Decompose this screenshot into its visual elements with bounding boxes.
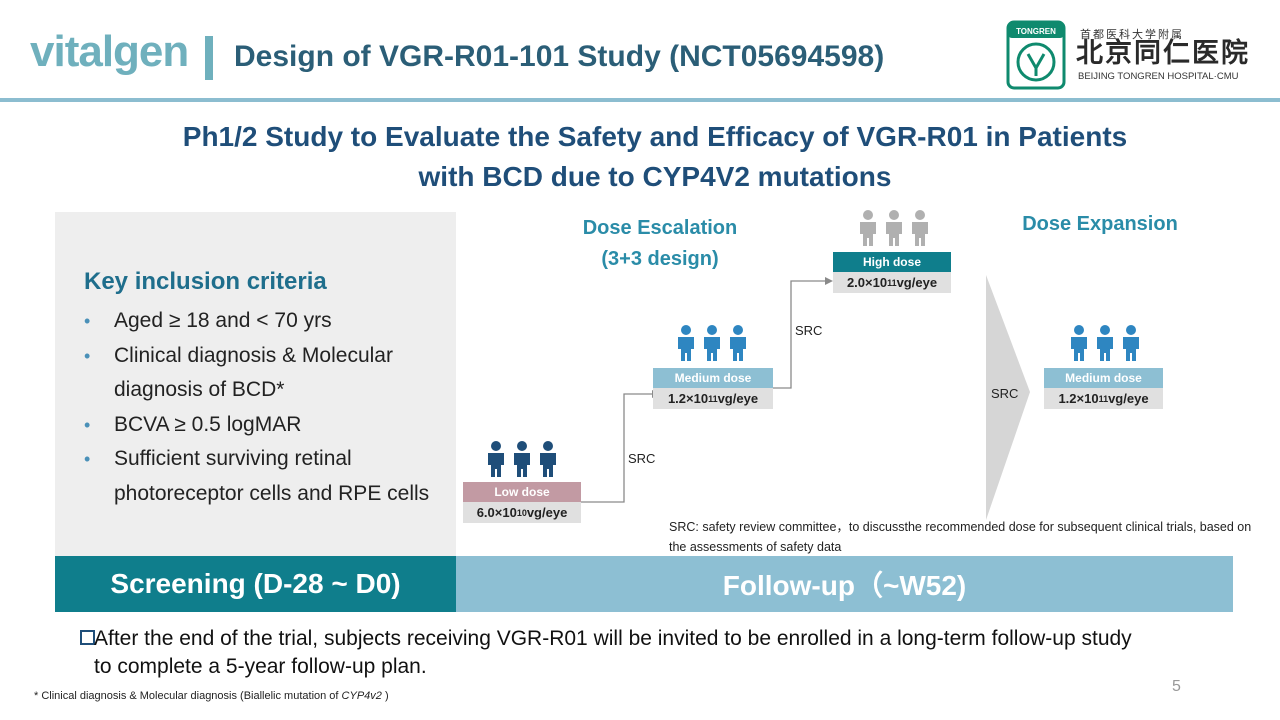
- person-icon: [1123, 325, 1139, 361]
- person-icon: [730, 325, 746, 361]
- header-divider: [0, 98, 1280, 102]
- dose-expansion-heading: Dose Expansion: [1022, 213, 1178, 235]
- low-dose-cohort: [485, 441, 559, 477]
- person-icon: [860, 210, 876, 246]
- person-icon: [540, 441, 556, 477]
- bullet-icon: •: [84, 311, 91, 331]
- footnote: * Clinical diagnosis & Molecular diagnos…: [34, 690, 389, 702]
- footnote-suffix: ): [381, 690, 389, 702]
- person-icon: [912, 210, 928, 246]
- bullet-icon: •: [84, 414, 91, 435]
- person-icon: [514, 441, 530, 477]
- arrow-head-icon: [825, 277, 833, 285]
- bullet-icon: •: [84, 449, 91, 469]
- connector-low-to-medium: [581, 393, 652, 503]
- list-item: • Sufficient surviving retinal photorecep…: [84, 442, 449, 511]
- src-label: SRC: [795, 323, 823, 338]
- criteria-text: Clinical diagnosis & Molecular diagnosis…: [114, 343, 393, 402]
- dose-escalation-heading: Dose Escalation (3+3 design): [560, 213, 760, 275]
- hospital-emblem-icon: TONGREN: [1006, 20, 1066, 90]
- subtitle-line-1: Ph1/2 Study to Evaluate the Safety and E…: [182, 121, 1128, 152]
- hospital-name-en: BEIJING TONGREN HOSPITAL·CMU: [1078, 71, 1239, 82]
- person-icon: [1097, 325, 1113, 361]
- medium-dose-cohort: [675, 325, 749, 361]
- hospital-affiliation: 首都医科大学附属: [1080, 29, 1184, 41]
- person-icon: [704, 325, 720, 361]
- hospital-name-cn: 北京同仁医院: [1076, 38, 1250, 68]
- src-label: SRC: [991, 386, 1019, 401]
- slide-title: Design of VGR-R01-101 Study (NCT05694598…: [234, 40, 885, 73]
- dose-value: 1.2×10 11 vg/eye: [1044, 388, 1163, 409]
- criteria-panel: [55, 212, 456, 557]
- footnote-gene: CYP4v2: [341, 690, 382, 702]
- expansion-chevron: [986, 275, 1030, 520]
- criteria-text: Sufficient surviving retinal photorecept…: [114, 447, 430, 505]
- footnote-text: * Clinical diagnosis & Molecular diagnos…: [34, 690, 342, 702]
- person-icon: [488, 441, 504, 477]
- person-icon: [678, 325, 694, 361]
- long-term-followup-note: After the end of the trial, subjects rec…: [94, 627, 1132, 678]
- subtitle-line-2: with BCD due to CYP4V2 mutations: [418, 161, 892, 192]
- dose-label: Low dose: [463, 482, 581, 502]
- dose-value: 6.0×10 10 vg/eye: [463, 502, 581, 523]
- high-dose-cohort: [857, 210, 931, 246]
- list-item: • Aged ≥ 18 and < 70 yrs: [84, 304, 449, 339]
- list-item: • BCVA ≥ 0.5 logMAR: [84, 408, 449, 443]
- escalation-design: (3+3 design): [601, 248, 719, 270]
- study-subtitle: Ph1/2 Study to Evaluate the Safety and E…: [40, 117, 1270, 197]
- followup-band: Follow-up（~W52): [456, 556, 1233, 612]
- criteria-text: Aged ≥ 18 and < 70 yrs: [114, 309, 332, 332]
- square-bullet-icon: [80, 630, 95, 645]
- src-definition-note: SRC: safety review committee，to discusst…: [669, 520, 1252, 554]
- expansion-cohort: [1068, 325, 1142, 361]
- dose-value: 2.0×10 11 vg/eye: [833, 272, 951, 293]
- high-dose-box: High dose 2.0×10 11 vg/eye: [833, 252, 951, 293]
- dose-label: Medium dose: [653, 368, 773, 388]
- hospital-emblem-text: TONGREN: [1016, 27, 1056, 36]
- logo-divider: [205, 36, 213, 80]
- medium-dose-box: Medium dose 1.2×10 11 vg/eye: [653, 368, 773, 409]
- low-dose-box: Low dose 6.0×10 10 vg/eye: [463, 482, 581, 523]
- dose-value: 1.2×10 11 vg/eye: [653, 388, 773, 409]
- dose-label: Medium dose: [1044, 368, 1163, 388]
- screening-band: Screening (D-28 ~ D0): [55, 556, 456, 612]
- criteria-list: • Aged ≥ 18 and < 70 yrs • Clinical diagno…: [84, 304, 449, 511]
- expansion-dose-box: Medium dose 1.2×10 11 vg/eye: [1044, 368, 1163, 409]
- company-logo: vitalgen: [30, 27, 189, 76]
- list-item: • Clinical diagnosis & Molecular diagnosi…: [84, 339, 449, 408]
- person-icon: [1071, 325, 1087, 361]
- criteria-text: BCVA ≥ 0.5 logMAR: [114, 412, 302, 436]
- criteria-heading: Key inclusion criteria: [84, 268, 327, 295]
- escalation-title: Dose Escalation: [582, 217, 738, 239]
- person-icon: [886, 210, 902, 246]
- connector-medium-to-high: [773, 280, 825, 389]
- dose-label: High dose: [833, 252, 951, 272]
- src-label: SRC: [628, 451, 656, 466]
- page-number: 5: [1172, 678, 1181, 695]
- bullet-icon: •: [84, 345, 91, 366]
